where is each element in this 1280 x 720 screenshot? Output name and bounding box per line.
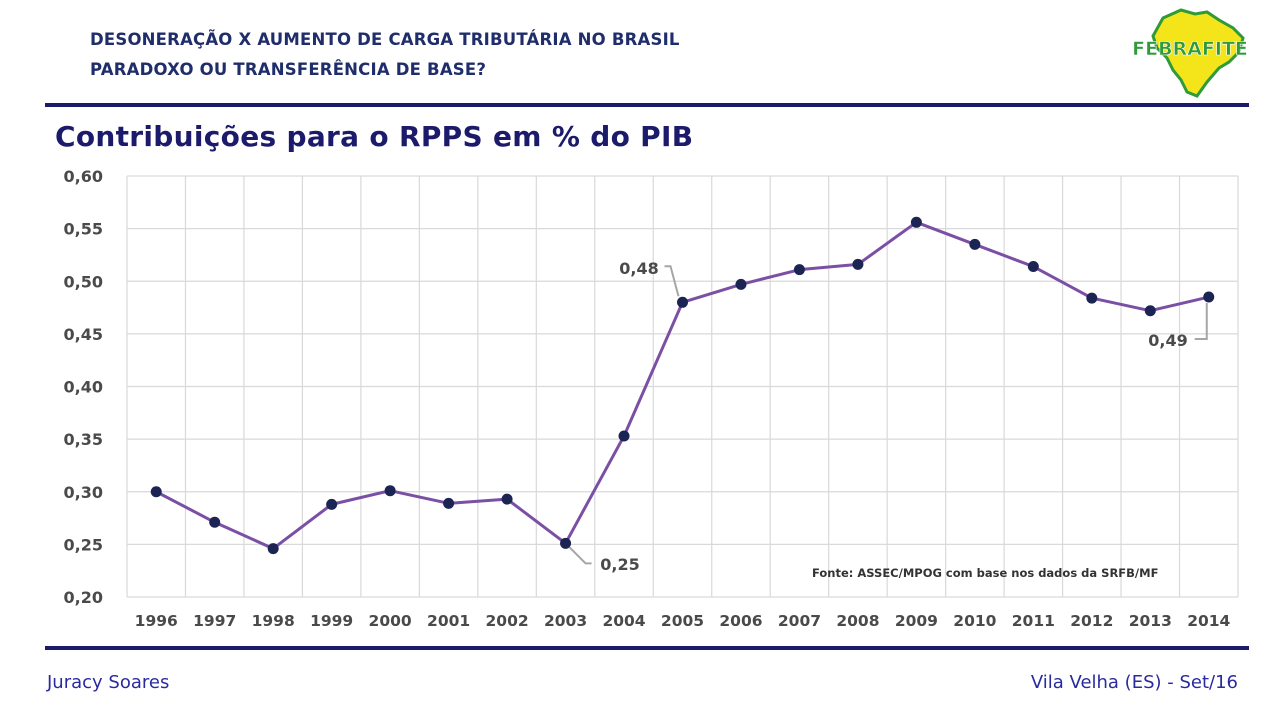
- annotation-label: 0,49: [1148, 331, 1187, 350]
- x-tick-label: 1997: [193, 612, 236, 630]
- chart-series: [150, 216, 1215, 555]
- x-tick-label: 2010: [953, 612, 996, 630]
- y-tick-label: 0,45: [64, 325, 103, 344]
- data-point: [852, 258, 864, 270]
- data-point: [793, 264, 805, 276]
- logo-wordmark: FEBRAFITE: [1133, 38, 1248, 60]
- annotation-leader-line: [664, 265, 680, 297]
- data-point: [1027, 261, 1039, 273]
- data-point: [209, 516, 221, 528]
- data-point: [1086, 292, 1098, 304]
- y-tick-label: 0,25: [64, 535, 103, 554]
- x-tick-label: 2000: [369, 612, 412, 630]
- x-tick-label: 2005: [661, 612, 704, 630]
- header-title-line2: PARADOXO OU TRANSFERÊNCIA DE BASE?: [90, 60, 487, 79]
- x-tick-label: 1999: [310, 612, 353, 630]
- page-title: Contribuições para o RPPS em % do PIB: [55, 120, 694, 153]
- x-tick-label: 2014: [1187, 612, 1230, 630]
- chart-source-note: Fonte: ASSEC/MPOG com base nos dados da …: [812, 566, 1158, 580]
- data-point: [618, 430, 630, 442]
- x-tick-label: 1998: [252, 612, 295, 630]
- x-tick-label: 2012: [1070, 612, 1113, 630]
- x-tick-label: 2001: [427, 612, 470, 630]
- febrafite-logo: FEBRAFITE: [1133, 8, 1248, 98]
- data-point: [384, 485, 396, 497]
- y-tick-label: 0,20: [64, 588, 103, 607]
- data-point: [501, 493, 513, 505]
- data-point: [326, 498, 338, 510]
- chart-grid: [126, 175, 1239, 598]
- x-tick-label: 2008: [836, 612, 879, 630]
- header-title-line1: DESONERAÇÃO X AUMENTO DE CARGA TRIBUTÁRI…: [90, 30, 680, 49]
- chart-annotations: 0,25 0,48 0,49: [568, 259, 1208, 574]
- footer-author: Juracy Soares: [47, 672, 170, 693]
- data-point: [443, 497, 455, 509]
- data-point: [677, 296, 688, 308]
- x-tick-label: 2009: [895, 612, 938, 630]
- y-axis-ticks: 0,60 0,55 0,50 0,45 0,40 0,35 0,30 0,25 0,20: [64, 167, 103, 607]
- header-divider: [45, 103, 1249, 107]
- x-tick-label: 2004: [602, 612, 645, 630]
- series-line: [155, 220, 1210, 551]
- annotation-label: 0,25: [600, 555, 639, 574]
- footer-divider: [45, 646, 1249, 650]
- x-tick-label: 2002: [486, 612, 529, 630]
- footer-location-date: Vila Velha (ES) - Set/16: [1030, 672, 1238, 693]
- data-point: [735, 278, 747, 290]
- data-point: [267, 543, 279, 555]
- x-tick-label: 2013: [1129, 612, 1172, 630]
- y-tick-label: 0,30: [64, 483, 103, 502]
- data-point: [560, 537, 572, 549]
- x-axis-ticks: 1996 1997 1998 1999 2000 2001 2002 2003 2004 2005…: [135, 612, 1231, 630]
- brazil-map-shape: [1151, 8, 1245, 98]
- y-tick-label: 0,50: [64, 272, 103, 291]
- y-tick-label: 0,40: [64, 378, 103, 397]
- data-point: [150, 486, 162, 498]
- y-tick-label: 0,55: [64, 220, 103, 239]
- x-tick-label: 2007: [778, 612, 821, 630]
- data-point: [910, 216, 922, 228]
- annotation-label: 0,48: [619, 259, 658, 278]
- x-tick-label: 2011: [1012, 612, 1055, 630]
- annotation-leader-line: [568, 546, 592, 565]
- x-tick-label: 2003: [544, 612, 587, 630]
- data-point: [1203, 291, 1215, 303]
- annotation-leader-line: [1194, 303, 1208, 341]
- data-point: [1144, 305, 1156, 317]
- x-tick-label: 1996: [135, 612, 178, 630]
- x-tick-label: 2006: [719, 612, 762, 630]
- y-tick-label: 0,60: [64, 167, 103, 186]
- data-point: [969, 238, 981, 250]
- y-tick-label: 0,35: [64, 430, 103, 449]
